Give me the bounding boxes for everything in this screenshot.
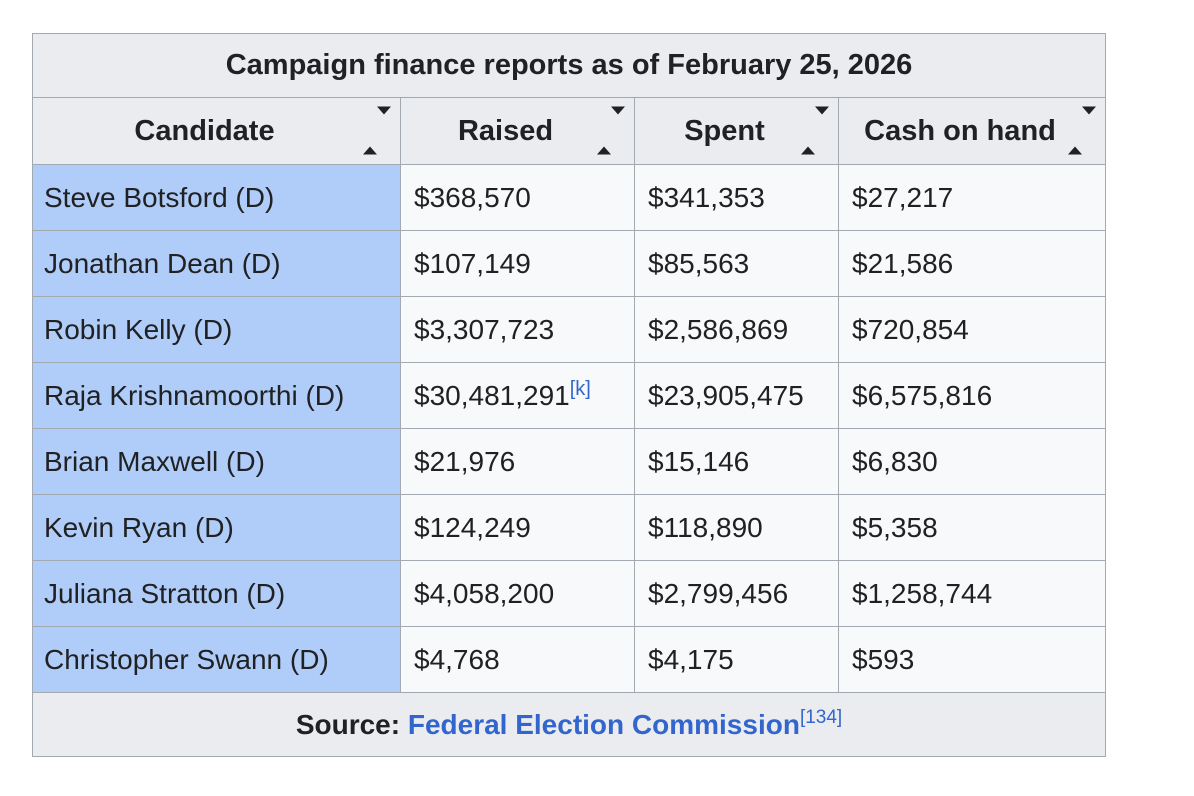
column-header-label: Candidate <box>134 114 275 147</box>
raised-cell: $124,249 <box>400 494 635 561</box>
spent-cell: $341,353 <box>634 164 839 231</box>
column-header-label: Cash on hand <box>864 114 1056 147</box>
cash-cell: $720,854 <box>837 296 1107 363</box>
candidate-cell: Kevin Ryan (D) <box>32 494 401 561</box>
table-title: Campaign finance reports as of February … <box>31 33 1107 98</box>
reference-134-link[interactable]: [134] <box>799 706 843 728</box>
raised-cell: $368,570 <box>400 164 635 231</box>
raised-value: $30,481,291 <box>414 379 570 411</box>
table-row: Brian Maxwell (D) $21,976 $15,146 $6,830 <box>32 428 1107 495</box>
table-footer-row: Source: Federal Election Commission[134] <box>31 692 1107 757</box>
raised-cell: $21,976 <box>400 428 635 495</box>
source-row: Source: Federal Election Commission[134] <box>31 692 1107 757</box>
spent-cell: $4,175 <box>634 626 839 693</box>
raised-cell: $4,768 <box>400 626 635 693</box>
source-link[interactable]: Federal Election Commission <box>407 708 800 740</box>
candidate-cell: Brian Maxwell (D) <box>32 428 401 495</box>
spent-cell: $2,799,456 <box>634 560 839 627</box>
table-row: Steve Botsford (D) $368,570 $341,353 $27… <box>32 164 1107 231</box>
raised-cell: $30,481,291[k] <box>400 362 635 429</box>
cash-cell: $5,358 <box>837 494 1107 561</box>
table-row: Robin Kelly (D) $3,307,723 $2,586,869 $7… <box>32 296 1107 363</box>
raised-cell: $107,149 <box>400 230 635 297</box>
table-row: Juliana Stratton (D) $4,058,200 $2,799,4… <box>32 560 1107 627</box>
cash-cell: $27,217 <box>837 164 1107 231</box>
table-row: Raja Krishnamoorthi (D) $30,481,291[k] $… <box>32 362 1107 429</box>
spent-cell: $23,905,475 <box>634 362 839 429</box>
raised-cell: $3,307,723 <box>400 296 635 363</box>
cash-cell: $6,830 <box>837 428 1107 495</box>
sort-icon[interactable] <box>1068 106 1097 155</box>
table-row: Jonathan Dean (D) $107,149 $85,563 $21,5… <box>32 230 1107 297</box>
spent-cell: $85,563 <box>634 230 839 297</box>
cash-cell: $593 <box>837 626 1107 693</box>
candidate-cell: Steve Botsford (D) <box>32 164 401 231</box>
table-title-row: Campaign finance reports as of February … <box>31 33 1107 98</box>
candidate-cell: Juliana Stratton (D) <box>32 560 401 627</box>
table-row: Kevin Ryan (D) $124,249 $118,890 $5,358 <box>32 494 1107 561</box>
table-row: Christopher Swann (D) $4,768 $4,175 $593 <box>32 626 1107 693</box>
cash-cell: $6,575,816 <box>837 362 1107 429</box>
campaign-finance-table: Campaign finance reports as of February … <box>31 33 1107 757</box>
column-header-cash-on-hand[interactable]: Cash on hand <box>837 97 1107 165</box>
column-header-candidate[interactable]: Candidate <box>32 97 401 165</box>
spent-cell: $118,890 <box>634 494 839 561</box>
column-header-label: Spent <box>684 114 765 147</box>
candidate-cell: Raja Krishnamoorthi (D) <box>32 362 401 429</box>
column-header-spent[interactable]: Spent <box>634 97 839 165</box>
footnote-k-link[interactable]: [k] <box>569 377 591 400</box>
candidate-cell: Jonathan Dean (D) <box>32 230 401 297</box>
candidate-cell: Christopher Swann (D) <box>32 626 401 693</box>
spent-cell: $15,146 <box>634 428 839 495</box>
candidate-cell: Robin Kelly (D) <box>32 296 401 363</box>
source-label: Source: <box>295 708 401 740</box>
sort-icon[interactable] <box>363 106 391 155</box>
table-header-row: Candidate Raised Spent Cash on hand <box>32 97 1107 165</box>
cash-cell: $21,586 <box>837 230 1107 297</box>
sort-icon[interactable] <box>801 106 829 155</box>
cash-cell: $1,258,744 <box>837 560 1107 627</box>
column-header-label: Raised <box>457 114 554 147</box>
column-header-raised[interactable]: Raised <box>400 97 635 165</box>
spent-cell: $2,586,869 <box>634 296 839 363</box>
sort-icon[interactable] <box>597 106 625 155</box>
raised-cell: $4,058,200 <box>400 560 635 627</box>
